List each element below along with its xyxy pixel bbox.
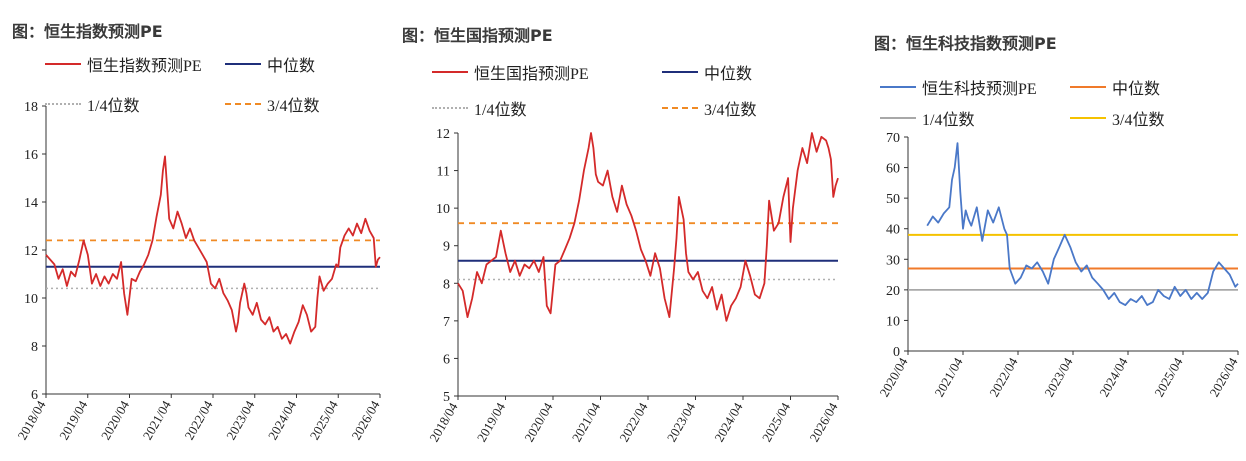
- x-tick-label: 2024/04: [265, 398, 300, 443]
- legend-swatch-median: [1070, 86, 1106, 88]
- legend-swatch-q1: [45, 103, 81, 105]
- y-tick-label: 12: [24, 244, 38, 259]
- hsi-pe-panel: 图：恒生指数预测PE 恒生指数预测PE 中位数 1/4位数 3/4位数 6 8 10…: [0, 0, 400, 461]
- legend-swatch-series: [432, 71, 468, 73]
- pe-series-line: [926, 142, 1239, 307]
- legend-label-q3: 3/4位数: [267, 98, 320, 115]
- y-tick-label: 6: [443, 352, 450, 367]
- hstech-pe-chart: 0 10 20 30 40 50 60 70 2020/04 2021/04 2022/04 2023…: [876, 131, 1241, 400]
- x-tick-label: 2021/04: [931, 355, 966, 400]
- pe-series-line: [457, 132, 839, 322]
- y-tick-label: 10: [886, 314, 900, 329]
- y-tick-label: 7: [443, 315, 450, 330]
- legend-swatch-median: [662, 71, 698, 73]
- y-tick-label: 30: [886, 253, 900, 268]
- legend-item-median: 中位数: [662, 60, 752, 84]
- legend-swatch-q1: [432, 107, 468, 109]
- legend-label-series: 恒生指数预测PE: [87, 58, 202, 75]
- legend-item-series: 恒生指数预测PE: [45, 52, 202, 76]
- y-tick-label: 16: [24, 148, 38, 163]
- legend-label-q1: 1/4位数: [474, 102, 527, 119]
- hscei-pe-panel: 图：恒生国指预测PE 恒生国指预测PE 中位数 1/4位数 3/4位数 5 6 7 8…: [400, 0, 850, 461]
- legend-item-series: 恒生科技预测PE: [880, 75, 1037, 99]
- legend-label-q3: 3/4位数: [1112, 112, 1165, 129]
- x-tick-label: 2019/04: [474, 400, 509, 445]
- x-tick-label: 2025/04: [759, 400, 794, 445]
- legend-item-q3: 3/4位数: [225, 92, 319, 116]
- y-tick-label: 20: [886, 284, 900, 299]
- x-tick-label: 2020/04: [876, 355, 911, 400]
- hsi-pe-chart: 6 8 10 12 14 16 18 2018/04 2019/04 2020/04 2021/04…: [14, 100, 383, 443]
- y-tick-label: 11: [437, 165, 450, 180]
- x-tick-label: 2021/04: [140, 398, 175, 443]
- y-tick-label: 5: [443, 390, 450, 405]
- y-tick-label: 60: [886, 162, 900, 177]
- legend-item-q3: 3/4位数: [1070, 106, 1164, 130]
- legend-item-median: 中位数: [225, 52, 315, 76]
- y-tick-label: 50: [886, 192, 900, 207]
- y-tick-label: 10: [436, 202, 450, 217]
- x-tick-label: 2018/04: [14, 398, 49, 443]
- x-tick-label: 2018/04: [426, 400, 461, 445]
- legend-item-q1: 1/4位数: [432, 96, 526, 120]
- legend-swatch-series: [45, 63, 81, 65]
- y-tick-label: 18: [24, 100, 38, 115]
- legend-label-median: 中位数: [1112, 81, 1161, 98]
- y-tick-label: 8: [31, 340, 38, 355]
- x-tick-label: 2024/04: [1096, 355, 1131, 400]
- x-tick-label: 2024/04: [711, 400, 746, 445]
- legend-swatch-series: [880, 86, 916, 88]
- x-tick-label: 2022/04: [616, 400, 651, 445]
- x-tick-label: 2026/04: [348, 398, 383, 443]
- legend-swatch-q3: [662, 107, 698, 109]
- y-tick-label: 6: [31, 388, 38, 403]
- y-tick-label: 10: [24, 292, 38, 307]
- y-tick-label: 14: [24, 196, 38, 211]
- legend-item-q1: 1/4位数: [880, 106, 974, 130]
- x-tick-label: 2019/04: [56, 398, 91, 443]
- y-tick-label: 8: [443, 277, 450, 292]
- legend-label-median: 中位数: [704, 66, 753, 83]
- x-tick-label: 2023/04: [1041, 355, 1076, 400]
- pe-series-line: [45, 155, 381, 345]
- hscei-pe-chart: 5 6 7 8 9 10 11 12 2018/04 2019/04 2020/04 2021/04 2…: [426, 127, 841, 445]
- legend-swatch-q3: [225, 103, 261, 105]
- legend-label-q1: 1/4位数: [922, 112, 975, 129]
- legend-swatch-median: [225, 63, 261, 65]
- hstech-pe-panel: 图：恒生科技指数预测PE 恒生科技预测PE 中位数 1/4位数 3/4位数 0 1…: [850, 0, 1246, 461]
- legend-item-series: 恒生国指预测PE: [432, 60, 589, 84]
- x-tick-label: 2020/04: [521, 400, 556, 445]
- y-tick-label: 40: [886, 223, 900, 238]
- y-tick-label: 0: [893, 345, 900, 360]
- legend-label-q3: 3/4位数: [704, 102, 757, 119]
- x-tick-label: 2022/04: [181, 398, 216, 443]
- x-tick-label: 2023/04: [223, 398, 258, 443]
- x-tick-label: 2023/04: [664, 400, 699, 445]
- x-tick-label: 2026/04: [1206, 355, 1241, 400]
- x-tick-label: 2025/04: [1151, 355, 1186, 400]
- legend-label-median: 中位数: [267, 58, 316, 75]
- legend-swatch-q1: [880, 117, 916, 119]
- hsi-pe-title: 图：恒生指数预测PE: [12, 22, 163, 41]
- x-tick-label: 2022/04: [986, 355, 1021, 400]
- y-tick-label: 12: [436, 127, 450, 142]
- legend-item-median: 中位数: [1070, 75, 1160, 99]
- y-tick-label: 70: [886, 131, 900, 146]
- legend-label-series: 恒生科技预测PE: [922, 81, 1037, 98]
- hstech-pe-title: 图：恒生科技指数预测PE: [874, 34, 1057, 53]
- x-tick-label: 2026/04: [806, 400, 841, 445]
- hscei-pe-title: 图：恒生国指预测PE: [402, 26, 553, 45]
- legend-label-q1: 1/4位数: [87, 98, 140, 115]
- x-tick-label: 2020/04: [98, 398, 133, 443]
- y-tick-label: 9: [443, 240, 450, 255]
- x-tick-label: 2021/04: [569, 400, 604, 445]
- legend-label-series: 恒生国指预测PE: [474, 66, 589, 83]
- legend-item-q3: 3/4位数: [662, 96, 756, 120]
- x-tick-label: 2025/04: [307, 398, 342, 443]
- legend-item-q1: 1/4位数: [45, 92, 139, 116]
- legend-swatch-q3: [1070, 117, 1106, 119]
